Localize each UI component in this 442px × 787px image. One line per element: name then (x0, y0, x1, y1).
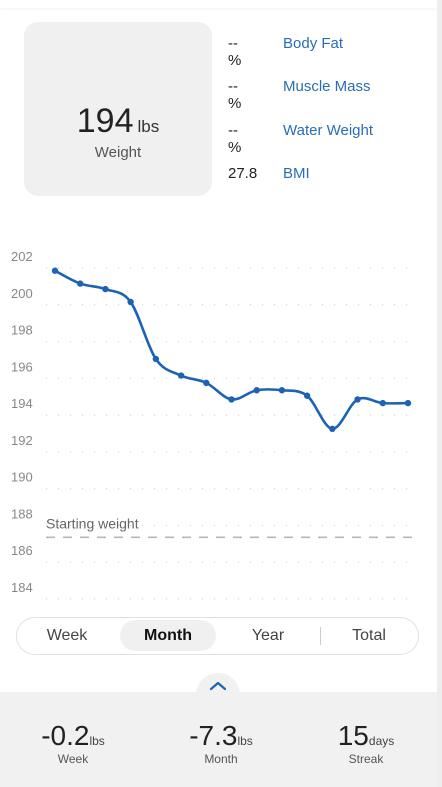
stat-month-value: -7.3 (189, 720, 238, 751)
scroll-edge (437, 0, 442, 787)
metric-label-muscle-mass[interactable]: Muscle Mass (283, 78, 371, 95)
chevron-up-icon (209, 681, 227, 691)
stat-week-value: -0.2 (41, 720, 90, 751)
top-bar (0, 0, 437, 8)
stat-streak-value: 15 (337, 720, 369, 751)
metric-label-bmi[interactable]: BMI (283, 165, 310, 182)
metric-value: --% (228, 78, 242, 112)
y-tick-label: 184 (11, 580, 33, 595)
tab-month[interactable]: Month (120, 620, 216, 651)
data-point (329, 425, 336, 433)
data-point (379, 399, 386, 407)
y-tick-label: 202 (11, 249, 33, 264)
stats-panel (0, 692, 437, 787)
data-point (127, 298, 134, 306)
metric-value: --% (228, 35, 242, 69)
data-point (303, 392, 311, 399)
data-point (77, 280, 84, 287)
y-tick-label: 196 (11, 359, 33, 374)
stat-month: -7.3lbs Month (161, 720, 281, 766)
y-tick-label: 192 (11, 433, 33, 448)
tab-divider (320, 627, 321, 645)
expand-button[interactable] (196, 673, 240, 699)
weight-value: 194 (76, 102, 134, 140)
y-tick-label: 188 (11, 506, 33, 521)
data-point (278, 387, 286, 394)
stat-week: -0.2lbs Week (13, 720, 133, 766)
stat-month-unit: lbs (237, 734, 253, 748)
y-tick-label: 190 (11, 470, 33, 485)
y-tick-label: 194 (11, 396, 33, 411)
data-point (203, 379, 210, 387)
metric-value: --% (228, 122, 242, 156)
data-point (228, 396, 235, 403)
data-point (51, 267, 59, 274)
tab-week[interactable]: Week (46, 627, 88, 644)
y-tick-label: 186 (11, 543, 33, 558)
stat-month-label: Month (204, 752, 238, 766)
data-point (102, 285, 109, 293)
tab-year[interactable]: Year (251, 627, 285, 644)
stat-week-label: Week (57, 752, 89, 766)
y-tick-label: 200 (11, 286, 33, 301)
tab-total[interactable]: Total (352, 627, 386, 644)
weight-value-row: 194 lbs (24, 102, 212, 141)
data-point (354, 396, 361, 403)
weight-unit: lbs (137, 117, 160, 136)
metric-value: 27.8 (228, 165, 258, 182)
stat-week-unit: lbs (89, 734, 105, 748)
metric-label-water-weight[interactable]: Water Weight (283, 122, 374, 139)
data-point (177, 372, 185, 379)
data-point (152, 355, 160, 363)
y-tick-label: 198 (11, 323, 33, 338)
weight-chart[interactable]: 202 200 198 196 194 192 190 188 186 184 Starting w… (0, 240, 437, 610)
period-tabs: Week Month Year Total (16, 617, 419, 655)
data-point (404, 399, 412, 407)
stat-streak-unit: days (368, 734, 395, 748)
stat-streak: 15days Streak (306, 720, 426, 766)
weight-card[interactable]: 194 lbs Weight (24, 22, 212, 196)
weight-line (54, 269, 409, 431)
data-point (253, 387, 260, 394)
starting-weight-label: Starting weight (46, 515, 139, 531)
stat-streak-label: Streak (348, 752, 384, 766)
weight-label: Weight (94, 144, 142, 161)
metric-label-body-fat[interactable]: Body Fat (283, 35, 344, 52)
